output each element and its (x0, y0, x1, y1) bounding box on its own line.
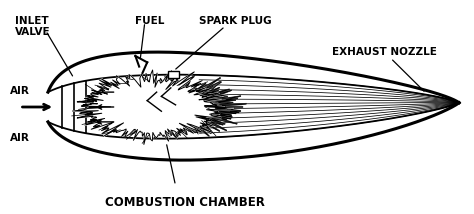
Text: INLET
VALVE: INLET VALVE (15, 16, 51, 37)
Text: SPARK PLUG: SPARK PLUG (199, 16, 272, 26)
Text: COMBUSTION CHAMBER: COMBUSTION CHAMBER (105, 196, 264, 209)
Polygon shape (119, 93, 182, 121)
Bar (168, 71, 179, 78)
Text: EXHAUST NOZZLE: EXHAUST NOZZLE (331, 48, 437, 58)
Text: AIR: AIR (10, 86, 30, 96)
Text: AIR: AIR (10, 132, 30, 143)
Text: FUEL: FUEL (136, 16, 165, 26)
Polygon shape (73, 70, 234, 144)
Polygon shape (99, 76, 246, 139)
